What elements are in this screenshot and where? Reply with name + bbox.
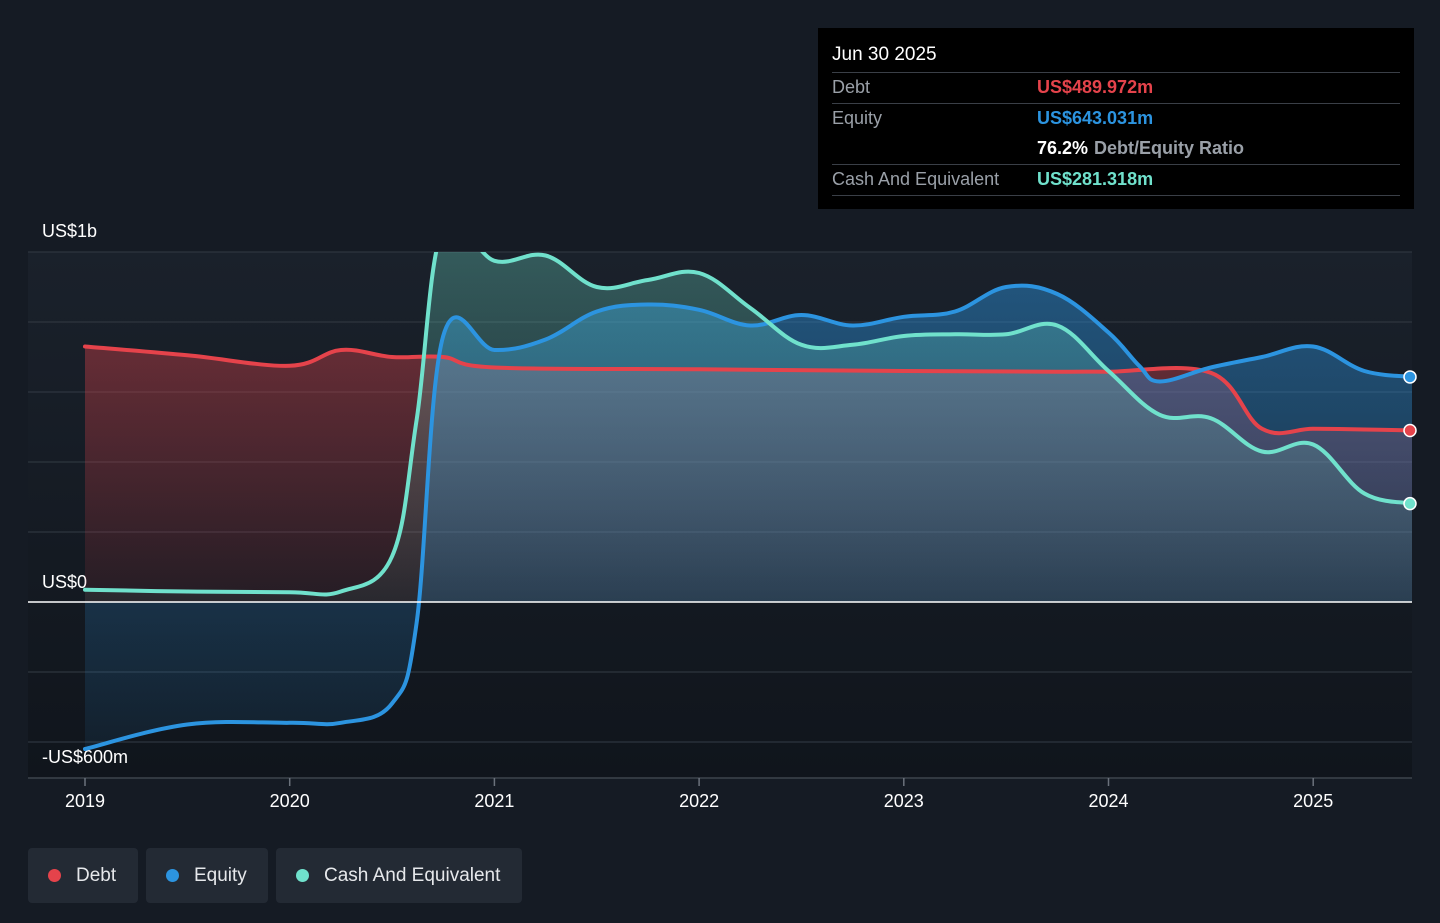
debt-end-marker <box>1403 423 1417 438</box>
legend-cash-dot <box>296 869 309 882</box>
legend-equity-label: Equity <box>194 864 247 886</box>
legend-item-debt[interactable]: Debt <box>28 848 138 903</box>
tooltip-ratio-label: Debt/Equity Ratio <box>1094 138 1245 158</box>
tooltip-ratio-row: 76.2% Debt/Equity Ratio <box>832 134 1400 164</box>
tooltip-cash-value: US$281.318m <box>1037 169 1154 189</box>
cash-and-equivalent-line <box>83 252 1412 597</box>
cash-and-equivalent-end-marker <box>1403 496 1417 511</box>
x-tick-label: 2025 <box>1293 791 1333 811</box>
tooltip-debt-label: Debt <box>832 77 871 97</box>
tooltip-equity-row: Equity US$643.031m <box>832 103 1400 134</box>
legend-item-cash[interactable]: Cash And Equivalent <box>276 848 522 903</box>
x-tick-label: 2019 <box>65 791 105 811</box>
equity-end-marker <box>1403 370 1417 384</box>
tooltip-debt-value: US$489.972m <box>1037 77 1154 97</box>
legend-equity-dot <box>166 869 179 882</box>
legend-item-equity[interactable]: Equity <box>146 848 268 903</box>
legend-debt-dot <box>48 869 61 882</box>
debt-line <box>83 344 1412 436</box>
y-tick-label: -US$600m <box>42 747 128 767</box>
tooltip-debt-row: Debt US$489.972m <box>832 72 1400 103</box>
x-tick-label: 2020 <box>270 791 310 811</box>
tooltip-equity-label: Equity <box>832 108 883 128</box>
cash-and-equivalent-area <box>85 252 1412 602</box>
equity-line <box>83 283 1412 751</box>
x-tick-label: 2024 <box>1088 791 1128 811</box>
y-tick-label: US$1b <box>42 221 97 241</box>
tooltip-date: Jun 30 2025 <box>832 44 937 65</box>
tooltip-cash-row: Cash And Equivalent US$281.318m <box>832 164 1400 196</box>
legend-cash-label: Cash And Equivalent <box>324 864 501 886</box>
x-tick-label: 2022 <box>679 791 719 811</box>
legend-debt-label: Debt <box>76 864 117 886</box>
tooltip-cash-label: Cash And Equivalent <box>832 169 1000 189</box>
x-tick-label: 2021 <box>474 791 514 811</box>
tooltip-panel: Jun 30 2025 Debt US$489.972m Equity US$6… <box>818 28 1414 209</box>
tooltip-ratio-value: 76.2% <box>1037 138 1089 158</box>
tooltip-equity-value: US$643.031m <box>1037 108 1154 128</box>
y-tick-label: US$0 <box>42 572 87 592</box>
x-tick-label: 2023 <box>884 791 924 811</box>
